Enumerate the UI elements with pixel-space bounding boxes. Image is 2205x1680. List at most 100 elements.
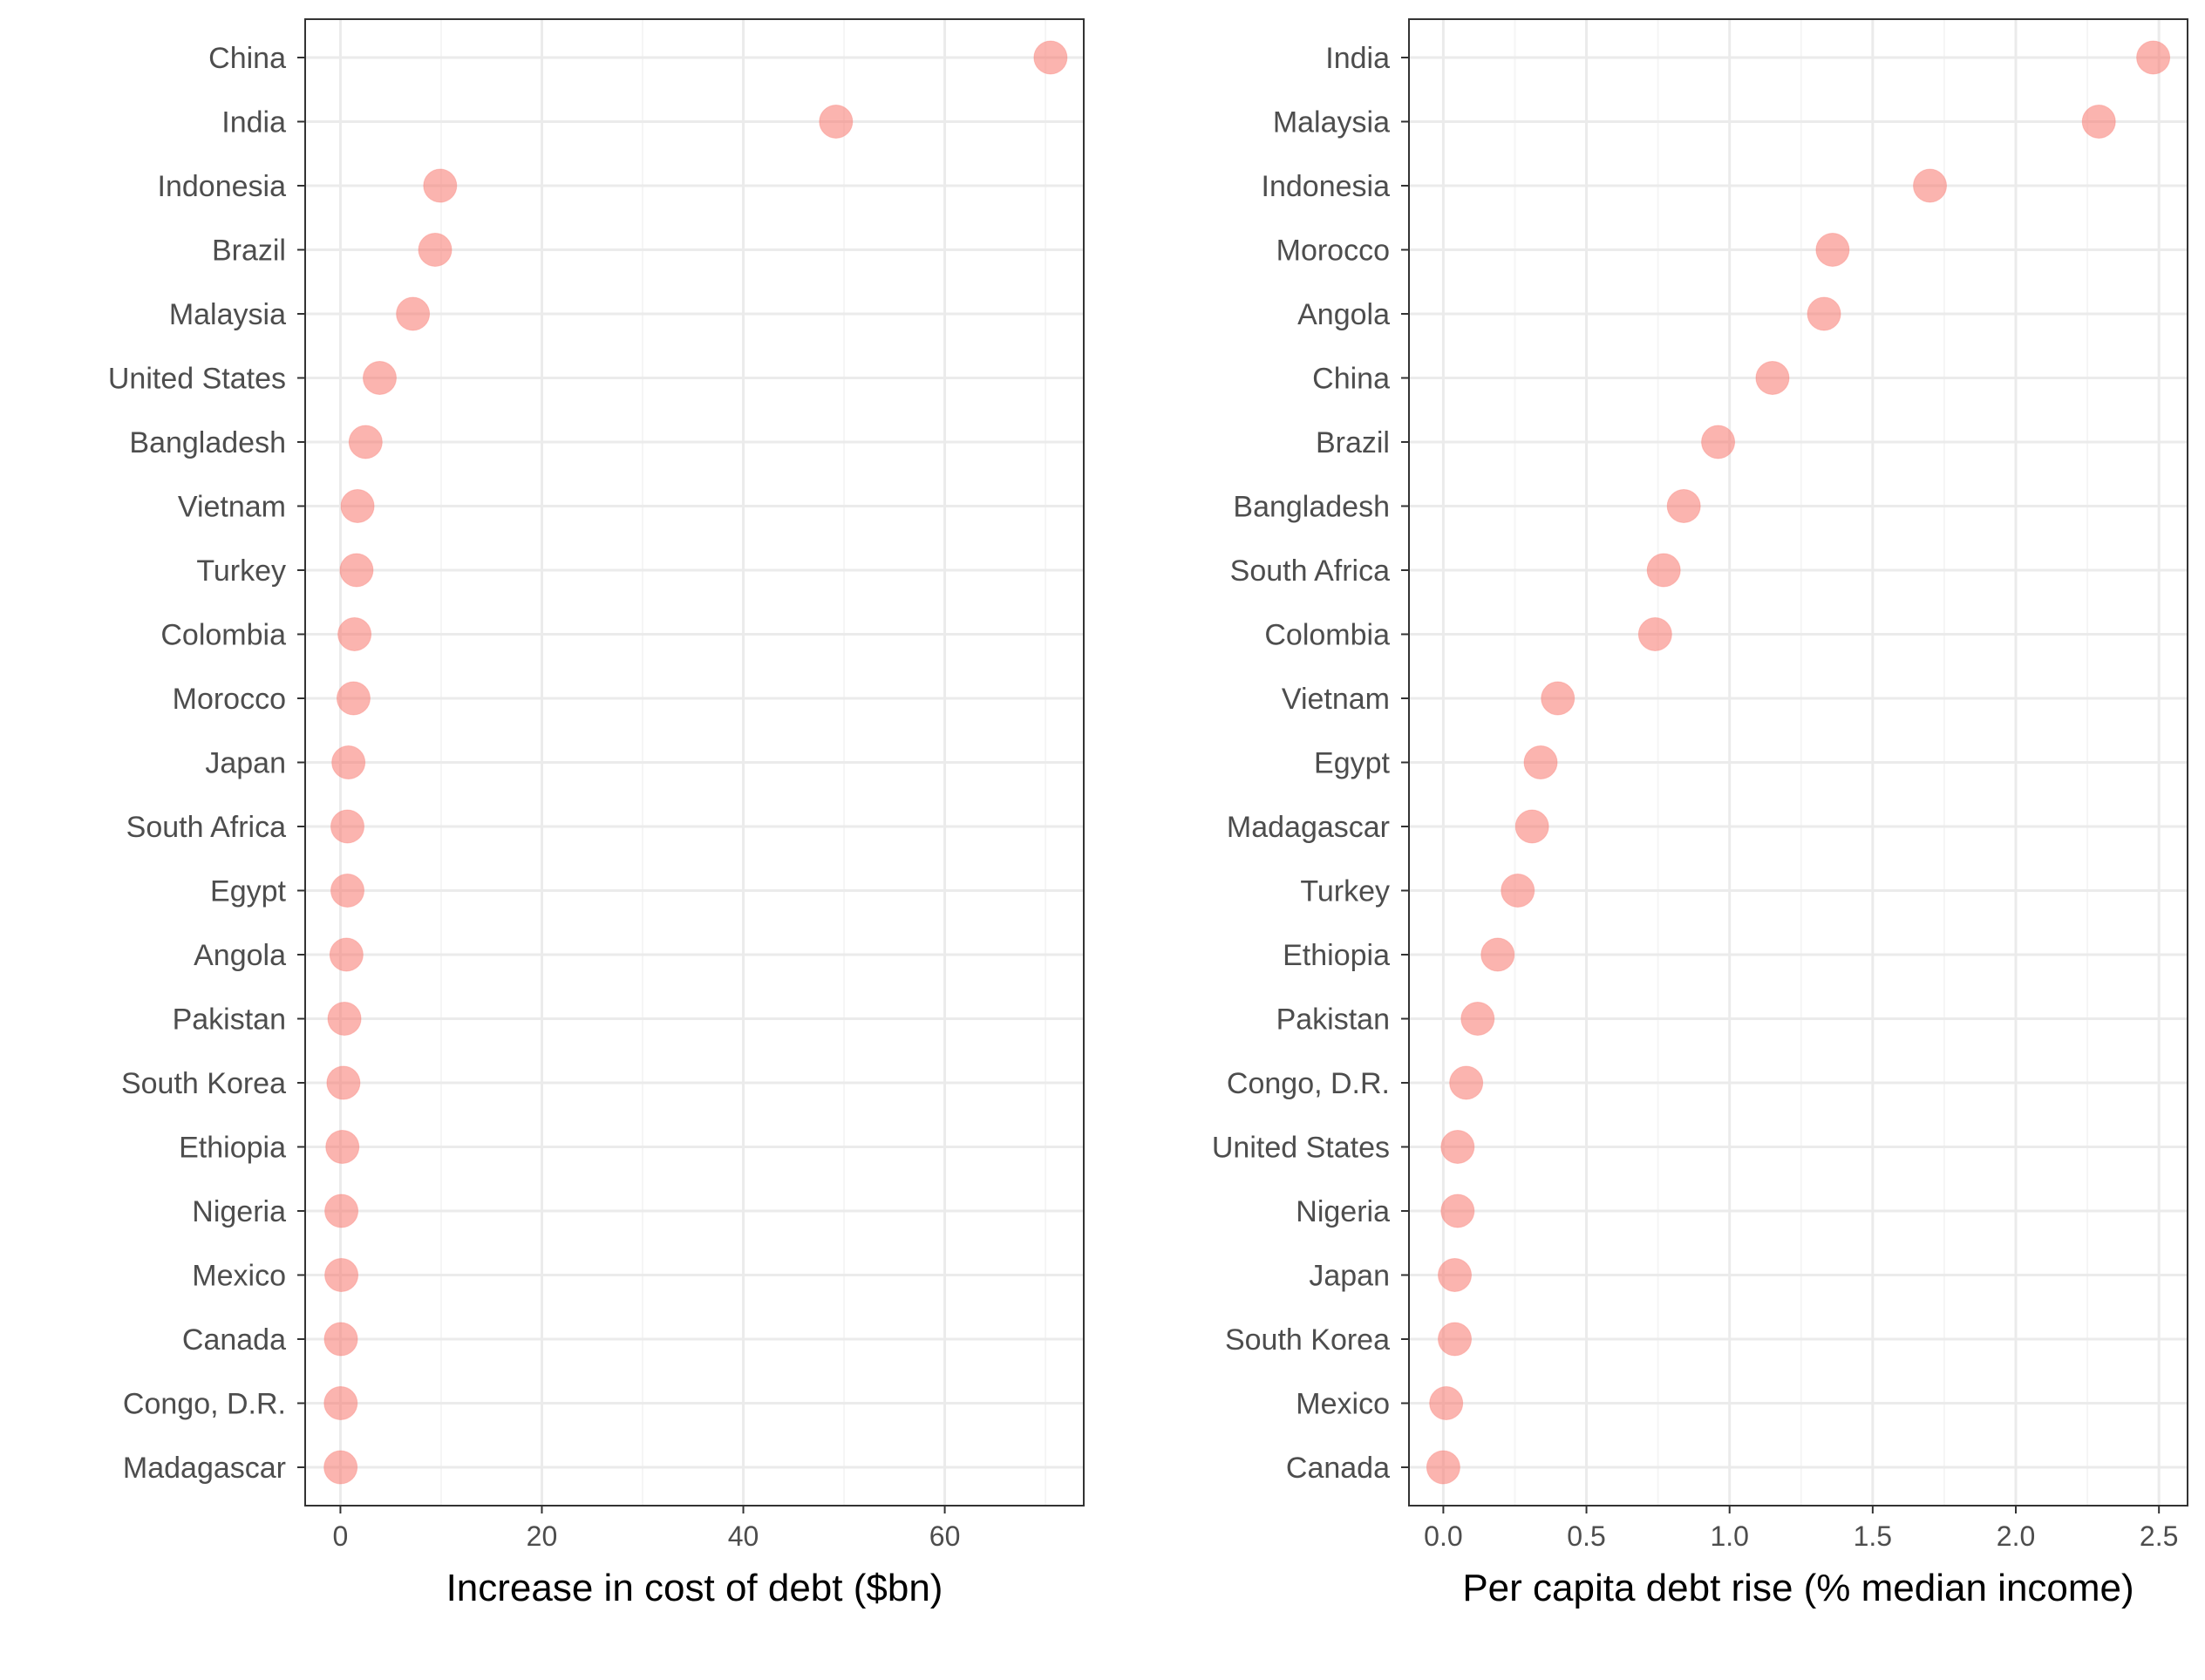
data-point [1666, 489, 1701, 523]
data-point [323, 1450, 358, 1485]
category-label: Turkey [1300, 875, 1390, 908]
category-label: Indonesia [1262, 170, 1391, 203]
data-point [336, 681, 371, 716]
data-point [1646, 553, 1681, 588]
category-label: Japan [205, 747, 286, 780]
data-point [1440, 1130, 1475, 1164]
data-point [330, 809, 365, 844]
category-label: Egypt [210, 875, 286, 908]
category-label: Indonesia [158, 170, 287, 203]
data-point [1480, 937, 1515, 972]
category-label: Nigeria [1296, 1195, 1390, 1228]
category-label: South Africa [1230, 554, 1390, 588]
category-label: Ethiopia [1283, 939, 1390, 972]
category-label: Morocco [173, 683, 286, 716]
x-tick-label: 40 [728, 1520, 759, 1552]
data-point [418, 233, 453, 267]
category-label: Japan [1309, 1260, 1390, 1293]
data-point [324, 1258, 359, 1292]
category-label: Canada [182, 1323, 286, 1357]
data-point [330, 874, 365, 908]
category-label: Bangladesh [129, 426, 286, 459]
category-label: Brazil [212, 235, 286, 268]
category-label: Canada [1286, 1452, 1390, 1485]
category-label: Mexico [1296, 1388, 1390, 1421]
data-point [1807, 296, 1841, 331]
data-point [1637, 617, 1672, 651]
category-label: United States [1212, 1132, 1390, 1165]
category-label: South Korea [121, 1067, 286, 1100]
data-point [1755, 361, 1790, 395]
category-label: India [1325, 42, 1390, 75]
data-point [1438, 1258, 1473, 1292]
category-label: Morocco [1276, 235, 1390, 268]
data-point [1541, 681, 1575, 716]
category-label: South Africa [126, 811, 286, 844]
data-point [1701, 425, 1736, 459]
x-tick-label: 20 [527, 1520, 558, 1552]
data-point [819, 105, 854, 139]
category-label: Egypt [1314, 747, 1390, 780]
chart-panel-1: China India Indonesia Brazil Malaysia United … [108, 18, 1085, 1609]
data-point [1815, 233, 1850, 267]
data-point [348, 425, 383, 459]
x-axis-title: Per capita debt rise (% median income) [1462, 1567, 2134, 1609]
category-label: Brazil [1316, 426, 1390, 459]
category-label: Ethiopia [179, 1132, 286, 1165]
data-point [337, 617, 372, 651]
x-tick-label: 0.5 [1567, 1520, 1605, 1552]
category-label: Bangladesh [1233, 491, 1390, 524]
category-label: Colombia [160, 619, 286, 652]
category-label: Turkey [196, 554, 286, 588]
data-point [1913, 168, 1948, 203]
data-point [2136, 40, 2171, 75]
category-label: Pakistan [173, 1003, 286, 1037]
data-point [323, 1386, 358, 1420]
x-tick-label: 2.5 [2140, 1520, 2178, 1552]
data-point [2081, 105, 2116, 139]
category-label: India [221, 106, 286, 139]
x-tick-label: 1.0 [1710, 1520, 1748, 1552]
category-label: China [1312, 363, 1390, 396]
category-label: Congo, D.R. [1227, 1067, 1390, 1100]
data-point [323, 1322, 358, 1357]
data-point [396, 296, 431, 331]
data-point [1523, 745, 1558, 779]
category-label: Angola [1297, 298, 1390, 331]
data-point [340, 489, 375, 523]
data-point [1429, 1386, 1464, 1420]
category-label: Vietnam [1282, 683, 1390, 716]
category-label: United States [108, 363, 286, 396]
data-point [1033, 40, 1068, 75]
x-tick-label: 0.0 [1424, 1520, 1462, 1552]
data-point [331, 745, 366, 779]
category-label: Malaysia [169, 298, 286, 331]
x-tick-label: 1.5 [1854, 1520, 1892, 1552]
category-label: Mexico [192, 1260, 286, 1293]
x-axis-title: Increase in cost of debt ($bn) [446, 1567, 943, 1609]
category-label: Nigeria [192, 1195, 286, 1228]
data-point [1501, 874, 1535, 908]
category-label: South Korea [1225, 1323, 1390, 1357]
data-point [324, 1194, 359, 1228]
data-point [1426, 1450, 1460, 1485]
data-point [362, 361, 397, 395]
category-label: Malaysia [1273, 106, 1390, 139]
data-point [1514, 809, 1549, 844]
data-point [326, 1065, 361, 1100]
data-point [1449, 1065, 1484, 1100]
x-tick-label: 60 [929, 1520, 961, 1552]
category-label: Madagascar [123, 1452, 286, 1485]
chart-panel-2: India Malaysia Indonesia Morocco Angola China… [1212, 18, 2188, 1609]
data-point [423, 168, 458, 203]
category-label: China [208, 42, 286, 75]
data-point [1440, 1194, 1475, 1228]
category-label: Angola [194, 939, 286, 972]
x-tick-label: 0 [333, 1520, 349, 1552]
x-tick-label: 2.0 [1997, 1520, 2035, 1552]
data-point [325, 1130, 360, 1164]
data-point [1438, 1322, 1473, 1357]
category-label: Pakistan [1276, 1003, 1390, 1037]
category-label: Colombia [1264, 619, 1390, 652]
